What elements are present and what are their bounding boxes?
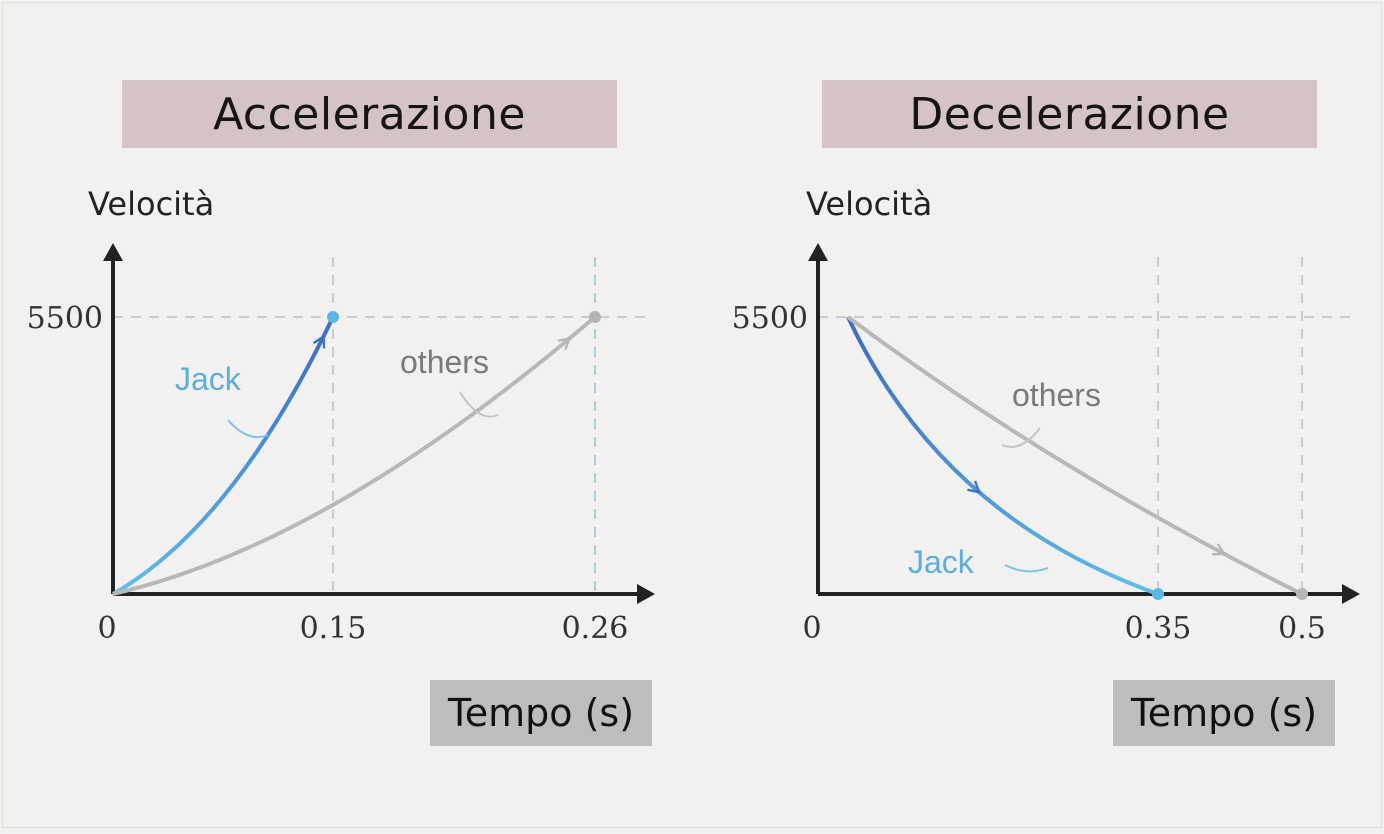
series-line-others bbox=[846, 315, 1303, 596]
x-tick-label-2: 0.26 bbox=[562, 611, 629, 646]
series-endpoint-jack bbox=[1152, 588, 1164, 600]
y-axis-arrow bbox=[103, 243, 123, 261]
series-leader-jack bbox=[1004, 564, 1049, 573]
y-axis-arrow bbox=[808, 243, 828, 261]
y-tick-label: 5500 bbox=[732, 301, 808, 336]
series-line-others bbox=[112, 315, 597, 596]
series-label-others: others bbox=[1012, 377, 1101, 413]
series-label-others: others bbox=[400, 344, 489, 380]
series-endpoint-jack bbox=[327, 311, 339, 323]
chart-title-acceleration: Accelerazione bbox=[122, 80, 617, 148]
series-leader-others bbox=[459, 391, 499, 418]
x-tick-label-1: 0.35 bbox=[1125, 611, 1192, 646]
series-line-jack bbox=[112, 316, 335, 596]
series-leader-jack bbox=[227, 419, 269, 439]
chart-panel-0: 5500 0 0.15 0.26 Jack others bbox=[27, 243, 655, 646]
chart-title-deceleration: Decelerazione bbox=[822, 80, 1317, 148]
x-axis-arrow bbox=[1342, 584, 1360, 604]
x-axis-arrow bbox=[637, 584, 655, 604]
series-endpoint-others bbox=[1296, 588, 1308, 600]
x-tick-label-0: 0 bbox=[802, 611, 821, 646]
chart-panel-1: 5500 0 0.35 0.5 Jack others bbox=[732, 243, 1360, 646]
x-tick-label-1: 0.15 bbox=[300, 611, 367, 646]
x-tick-label-2: 0.5 bbox=[1278, 611, 1326, 646]
series-line-jack bbox=[846, 316, 1159, 596]
series-label-jack: Jack bbox=[908, 544, 975, 580]
series-label-jack: Jack bbox=[175, 361, 242, 397]
y-tick-label: 5500 bbox=[27, 301, 103, 336]
x-tick-label-0: 0 bbox=[97, 611, 116, 646]
y-axis-label-acceleration: Velocità bbox=[88, 185, 215, 223]
x-axis-label-acceleration: Tempo (s) bbox=[430, 680, 652, 746]
series-endpoint-others bbox=[589, 311, 601, 323]
y-axis-label-deceleration: Velocità bbox=[806, 185, 933, 223]
x-axis-label-deceleration: Tempo (s) bbox=[1113, 680, 1335, 746]
series-leader-others bbox=[1001, 427, 1041, 448]
